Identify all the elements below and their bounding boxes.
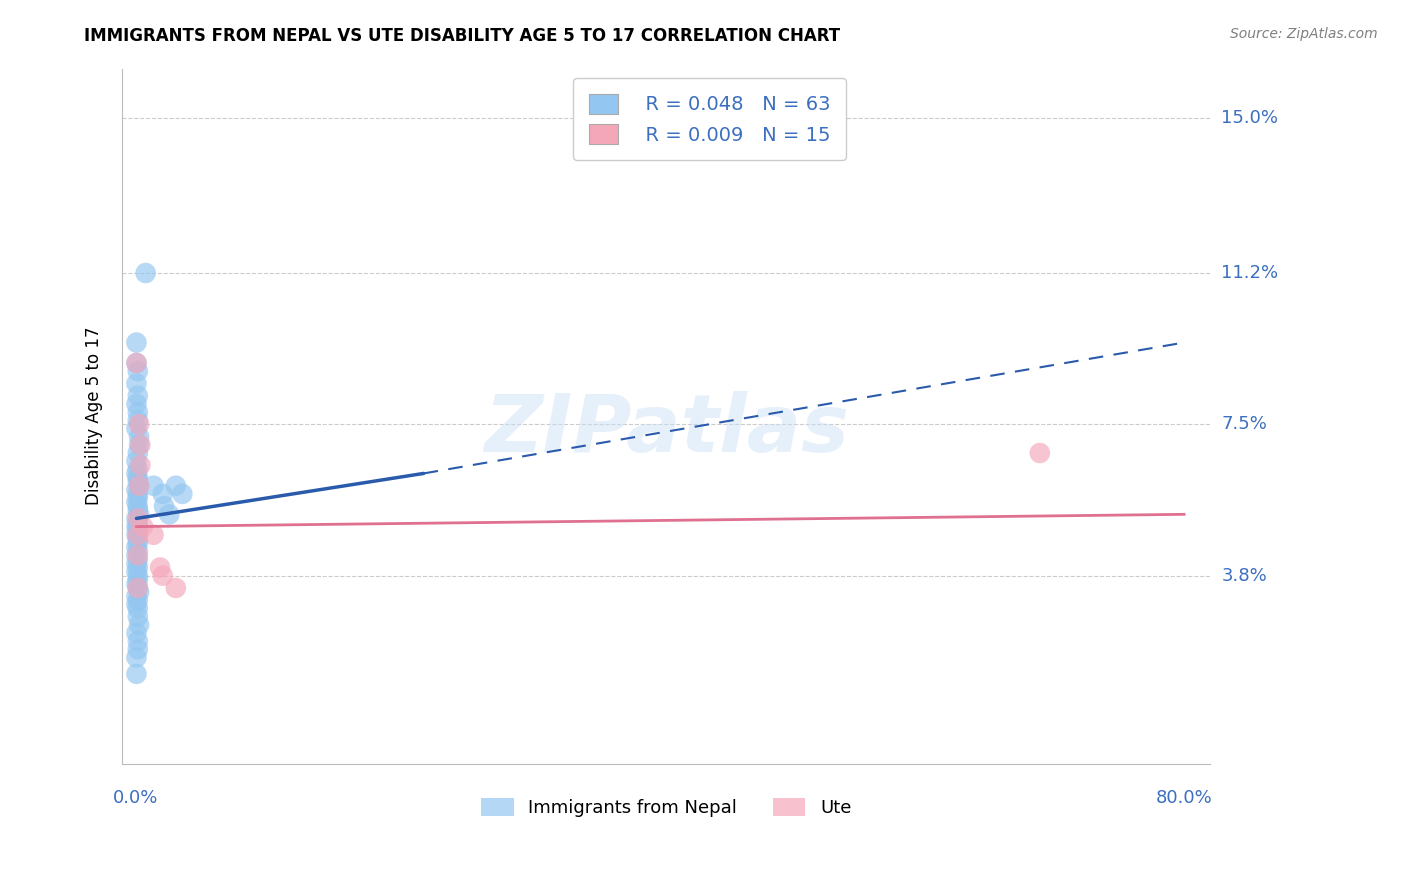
Point	[127, 581, 149, 595]
Point	[127, 544, 149, 558]
Point	[127, 462, 149, 476]
Point	[125, 356, 148, 370]
Point	[125, 666, 148, 681]
Point	[153, 499, 176, 513]
Point	[128, 479, 150, 493]
Point	[127, 405, 149, 419]
Point	[125, 650, 148, 665]
Point	[165, 479, 187, 493]
Point	[128, 585, 150, 599]
Text: IMMIGRANTS FROM NEPAL VS UTE DISABILITY AGE 5 TO 17 CORRELATION CHART: IMMIGRANTS FROM NEPAL VS UTE DISABILITY …	[84, 27, 841, 45]
Point	[127, 519, 149, 533]
Text: ZIPatlas: ZIPatlas	[484, 391, 849, 469]
Point	[127, 446, 149, 460]
Point	[172, 487, 194, 501]
Point	[129, 458, 152, 473]
Point	[125, 519, 148, 533]
Point	[125, 511, 148, 525]
Point	[125, 335, 148, 350]
Text: 80.0%: 80.0%	[1156, 789, 1212, 807]
Point	[127, 601, 149, 615]
Point	[127, 536, 149, 550]
Point	[149, 560, 172, 574]
Point	[127, 413, 149, 427]
Point	[127, 511, 149, 525]
Point	[125, 626, 148, 640]
Point	[152, 487, 174, 501]
Point	[127, 642, 149, 657]
Point	[152, 568, 174, 582]
Point	[125, 454, 148, 468]
Point	[125, 495, 148, 509]
Point	[127, 609, 149, 624]
Point	[125, 589, 148, 603]
Point	[127, 532, 149, 546]
Point	[127, 503, 149, 517]
Point	[142, 479, 165, 493]
Y-axis label: Disability Age 5 to 17: Disability Age 5 to 17	[86, 327, 103, 506]
Point	[165, 581, 187, 595]
Point	[125, 528, 148, 542]
Point	[128, 429, 150, 443]
Point	[127, 499, 149, 513]
Point	[127, 491, 149, 505]
Point	[127, 528, 149, 542]
Point	[125, 376, 148, 391]
Point	[127, 389, 149, 403]
Point	[125, 483, 148, 497]
Point	[128, 417, 150, 432]
Point	[127, 573, 149, 587]
Point	[127, 548, 149, 562]
Point	[125, 356, 148, 370]
Point	[127, 364, 149, 378]
Point	[127, 593, 149, 607]
Point	[127, 524, 149, 538]
Text: 11.2%: 11.2%	[1222, 264, 1278, 282]
Point	[125, 597, 148, 611]
Point	[125, 548, 148, 562]
Point	[135, 266, 157, 280]
Point	[125, 565, 148, 579]
Point	[129, 438, 152, 452]
Point	[128, 617, 150, 632]
Point	[128, 508, 150, 522]
Point	[127, 475, 149, 489]
Point	[127, 568, 149, 582]
Point	[125, 577, 148, 591]
Point	[127, 581, 149, 595]
Text: 0.0%: 0.0%	[112, 789, 157, 807]
Point	[127, 560, 149, 574]
Point	[128, 479, 150, 493]
Text: Source: ZipAtlas.com: Source: ZipAtlas.com	[1230, 27, 1378, 41]
Point	[127, 470, 149, 484]
Point	[127, 552, 149, 566]
Point	[127, 516, 149, 530]
Point	[125, 557, 148, 571]
Point	[125, 421, 148, 435]
Point	[157, 508, 180, 522]
Point	[1029, 446, 1052, 460]
Point	[132, 519, 155, 533]
Point	[125, 397, 148, 411]
Point	[127, 634, 149, 648]
Point	[125, 540, 148, 554]
Point	[128, 438, 150, 452]
Text: 15.0%: 15.0%	[1222, 109, 1278, 127]
Point	[142, 528, 165, 542]
Point	[125, 467, 148, 481]
Point	[127, 487, 149, 501]
Text: 7.5%: 7.5%	[1222, 416, 1267, 434]
Legend: Immigrants from Nepal, Ute: Immigrants from Nepal, Ute	[474, 790, 859, 824]
Text: 3.8%: 3.8%	[1222, 566, 1267, 584]
